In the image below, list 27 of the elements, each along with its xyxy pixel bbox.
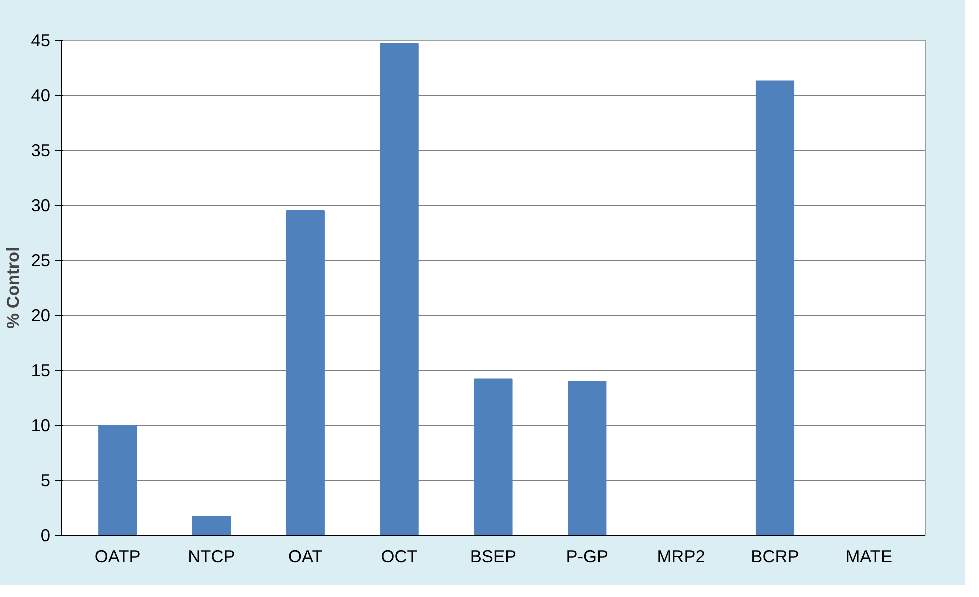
y-tick-label: 40 — [31, 86, 51, 106]
x-tick-label: BCRP — [751, 546, 800, 566]
y-tick-label: 15 — [31, 360, 51, 380]
bar — [98, 425, 138, 536]
y-tick-label: 10 — [31, 416, 51, 436]
bar — [286, 210, 325, 536]
x-tick-label: NTCP — [188, 546, 236, 566]
y-tick-label: 35 — [31, 140, 51, 160]
y-tick-label: 0 — [40, 526, 51, 546]
x-tick-label: BSEP — [470, 546, 517, 566]
bar — [756, 80, 795, 536]
y-tick-label: 20 — [31, 306, 51, 326]
y-axis-title: % Control — [3, 247, 24, 329]
y-tick-label: 25 — [31, 250, 51, 270]
x-tick-label: P-GP — [566, 546, 609, 566]
x-tick-label: OCT — [381, 546, 418, 566]
bar — [474, 378, 513, 536]
x-tick-label: OATP — [94, 546, 141, 566]
y-tick-label: 45 — [31, 30, 51, 50]
y-tick-label: 30 — [31, 196, 51, 216]
x-tick-label: OAT — [288, 546, 324, 566]
bar — [568, 381, 607, 536]
bar — [380, 43, 419, 536]
x-tick-label: MATE — [846, 546, 893, 566]
y-tick-label: 5 — [40, 470, 51, 490]
bar — [192, 516, 232, 536]
x-tick-label: MRP2 — [657, 546, 706, 566]
